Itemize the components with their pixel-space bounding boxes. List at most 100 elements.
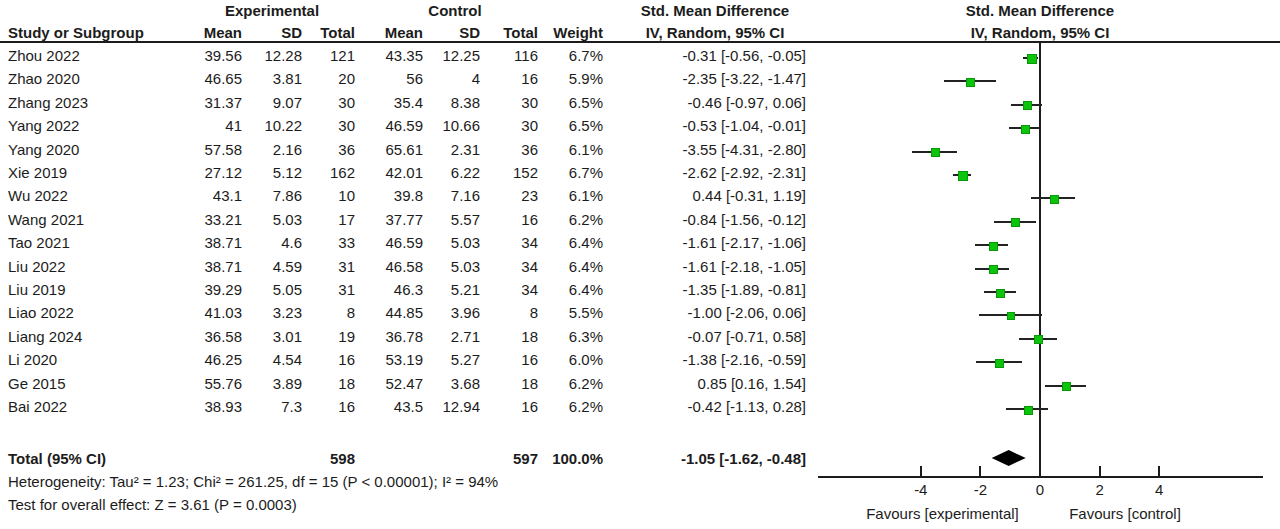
axis-tick-label: -4 (901, 481, 941, 498)
pooled-effect-diamond (992, 450, 1026, 466)
study-name: Zhang 2023 (8, 94, 198, 111)
ctl-sd: 12.94 (420, 398, 480, 415)
ctl-total: 23 (488, 187, 538, 204)
exp-sd: 7.3 (242, 398, 302, 415)
exp-total: 121 (305, 47, 355, 64)
ci-text: -0.53 [-1.04, -0.01] (646, 117, 806, 134)
total-exp-n: 598 (305, 450, 355, 467)
axis-tick (1099, 466, 1101, 478)
ctl-mean: 44.85 (353, 304, 423, 321)
axis-tick (1039, 466, 1041, 478)
ctl-sd: 2.71 (420, 328, 480, 345)
study-name: Yang 2022 (8, 117, 198, 134)
ctl-sd: 4 (420, 70, 480, 87)
weight: 6.1% (543, 187, 603, 204)
exp-sd: 10.22 (242, 117, 302, 134)
exp-mean: 33.21 (172, 211, 242, 228)
ctl-mean: 53.19 (353, 351, 423, 368)
exp-total: 31 (305, 258, 355, 275)
ci-text: -1.35 [-1.89, -0.81] (646, 281, 806, 298)
effect-marker (966, 78, 975, 87)
ci-text: -0.46 [-0.97, 0.06] (646, 94, 806, 111)
effect-marker (996, 289, 1005, 298)
exp-mean: 39.56 (172, 47, 242, 64)
column-group-smd-text: Std. Mean Difference (615, 2, 815, 19)
column-header-study: Study or Subgroup (8, 24, 144, 41)
ctl-sd: 5.03 (420, 258, 480, 275)
axis-tick (979, 466, 981, 478)
ci-text: -2.35 [-3.22, -1.47] (646, 70, 806, 87)
study-name: Liang 2024 (8, 328, 198, 345)
ctl-sd: 7.16 (420, 187, 480, 204)
axis-tick-label: 4 (1139, 481, 1179, 498)
effect-marker (1024, 406, 1033, 415)
ctl-sd: 8.38 (420, 94, 480, 111)
study-name: Ge 2015 (8, 375, 198, 392)
column-group-experimental: Experimental (192, 2, 352, 19)
weight: 6.5% (543, 94, 603, 111)
ctl-total: 30 (488, 117, 538, 134)
column-header-ci-plot: IV, Random, 95% CI (950, 24, 1130, 41)
ci-text: -0.42 [-1.13, 0.28] (646, 398, 806, 415)
ctl-mean: 43.5 (353, 398, 423, 415)
weight: 6.1% (543, 141, 603, 158)
exp-mean: 38.71 (172, 258, 242, 275)
study-name: Liao 2022 (8, 304, 198, 321)
ci-text: -0.84 [-1.56, -0.12] (646, 211, 806, 228)
effect-marker (931, 148, 940, 157)
ci-text: -1.38 [-2.16, -0.59] (646, 351, 806, 368)
exp-total: 36 (305, 141, 355, 158)
heterogeneity-text: Heterogeneity: Tau² = 1.23; Chi² = 261.2… (8, 473, 498, 490)
column-group-smd-plot: Std. Mean Difference (940, 2, 1140, 19)
ctl-sd: 5.27 (420, 351, 480, 368)
weight: 6.4% (543, 234, 603, 251)
exp-mean: 55.76 (172, 375, 242, 392)
column-header-ci-text: IV, Random, 95% CI (625, 24, 805, 41)
exp-sd: 5.12 (242, 164, 302, 181)
weight: 6.7% (543, 47, 603, 64)
axis-tick (920, 466, 922, 478)
study-name: Liu 2019 (8, 281, 198, 298)
ctl-sd: 5.21 (420, 281, 480, 298)
exp-sd: 4.54 (242, 351, 302, 368)
ctl-total: 34 (488, 234, 538, 251)
exp-mean: 46.25 (172, 351, 242, 368)
total-label: Total (95% CI) (8, 450, 106, 467)
axis-tick-label: 0 (1020, 481, 1060, 498)
ctl-total: 34 (488, 258, 538, 275)
ctl-mean: 46.58 (353, 258, 423, 275)
ctl-mean: 43.35 (353, 47, 423, 64)
ctl-mean: 35.4 (353, 94, 423, 111)
overall-effect-text: Test for overall effect: Z = 3.61 (P = 0… (8, 496, 297, 513)
exp-mean: 46.65 (172, 70, 242, 87)
study-name: Tao 2021 (8, 234, 198, 251)
ctl-sd: 2.31 (420, 141, 480, 158)
study-name: Li 2020 (8, 351, 198, 368)
ctl-mean: 36.78 (353, 328, 423, 345)
exp-mean: 36.58 (172, 328, 242, 345)
exp-total: 8 (305, 304, 355, 321)
weight: 6.3% (543, 328, 603, 345)
ctl-total: 16 (488, 211, 538, 228)
effect-marker (989, 265, 998, 274)
exp-sd: 4.59 (242, 258, 302, 275)
exp-sd: 9.07 (242, 94, 302, 111)
column-header-ctl-total: Total (488, 24, 538, 41)
ci-text: -1.00 [-2.06, 0.06] (646, 304, 806, 321)
axis-tick (1158, 466, 1160, 478)
weight: 5.9% (543, 70, 603, 87)
ctl-total: 18 (488, 328, 538, 345)
ctl-total: 8 (488, 304, 538, 321)
effect-marker (1034, 335, 1043, 344)
ctl-total: 18 (488, 375, 538, 392)
ci-text: -2.62 [-2.92, -2.31] (646, 164, 806, 181)
exp-mean: 41.03 (172, 304, 242, 321)
exp-mean: 38.93 (172, 398, 242, 415)
exp-mean: 27.12 (172, 164, 242, 181)
exp-total: 10 (305, 187, 355, 204)
ctl-mean: 56 (353, 70, 423, 87)
study-name: Wang 2021 (8, 211, 198, 228)
ctl-mean: 52.47 (353, 375, 423, 392)
axis-tick-label: 2 (1080, 481, 1120, 498)
exp-mean: 39.29 (172, 281, 242, 298)
